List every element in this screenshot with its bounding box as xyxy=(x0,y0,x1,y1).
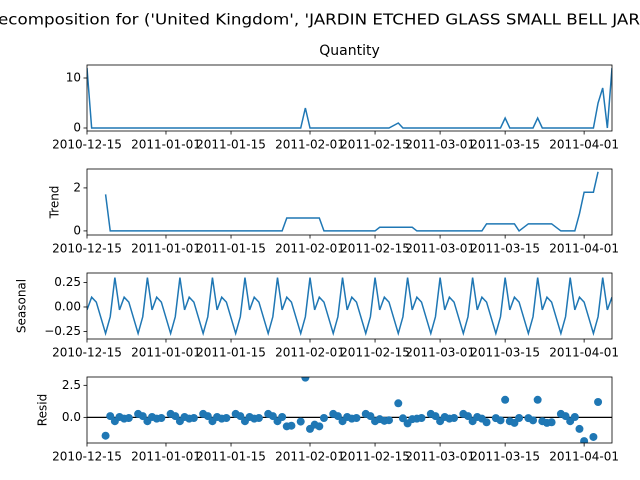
x-tick-label: 2011-03-01 xyxy=(405,346,475,360)
resid-point xyxy=(394,399,403,408)
resid-point xyxy=(315,422,324,431)
resid-point xyxy=(547,418,556,427)
resid-point xyxy=(575,424,584,433)
x-tick-label: 2011-03-15 xyxy=(470,450,540,464)
resid-point xyxy=(296,417,305,426)
x-tick-label: 2011-03-15 xyxy=(470,346,540,360)
x-tick-label: 2011-01-01 xyxy=(131,138,201,152)
y-tick-label: 0.25 xyxy=(54,275,81,289)
x-tick-label: 2011-01-15 xyxy=(196,242,266,256)
resid-point xyxy=(561,412,570,421)
x-tick-label: 2011-01-01 xyxy=(131,242,201,256)
resid-point xyxy=(236,412,245,421)
x-tick-label: 2010-12-15 xyxy=(52,346,122,360)
resid-point xyxy=(106,412,115,421)
resid-point xyxy=(496,416,505,425)
y-tick-label: 0.0 xyxy=(62,410,81,424)
resid-point xyxy=(254,414,263,423)
resid-point xyxy=(482,418,491,427)
resid-point xyxy=(138,412,147,421)
y-tick-label: 10 xyxy=(66,71,81,85)
resid-point xyxy=(431,412,440,421)
y-tick-label: 2.5 xyxy=(62,378,81,392)
y-tick-label: 0 xyxy=(73,121,81,135)
x-tick-label: 2011-02-15 xyxy=(340,242,410,256)
x-tick-label: 2011-03-01 xyxy=(405,138,475,152)
resid-point xyxy=(101,431,110,440)
axes-frame xyxy=(86,376,613,444)
resid-point xyxy=(463,412,472,421)
x-tick-label: 2010-12-15 xyxy=(52,450,122,464)
resid-point xyxy=(319,414,328,423)
series-line xyxy=(87,67,612,129)
resid-point xyxy=(570,412,579,421)
resid-point xyxy=(222,414,231,423)
y-tick-label: 0.00 xyxy=(54,299,81,313)
resid-point xyxy=(124,414,133,423)
panel-title: Quantity xyxy=(319,43,380,59)
resid-point xyxy=(157,414,166,423)
x-tick-label: 2010-12-15 xyxy=(52,242,122,256)
resid-point xyxy=(352,414,361,423)
x-tick-label: 2011-02-01 xyxy=(275,346,345,360)
x-tick-label: 2011-04-01 xyxy=(549,346,619,360)
resid-point xyxy=(450,414,459,423)
figure-title: ecomposition for ('United Kingdom', 'JAR… xyxy=(0,11,640,29)
resid-point xyxy=(333,412,342,421)
x-tick-label: 2011-01-01 xyxy=(131,346,201,360)
x-tick-label: 2011-01-15 xyxy=(196,450,266,464)
resid-point xyxy=(594,397,603,406)
resid-point xyxy=(268,412,277,421)
y-axis-label: Resid xyxy=(36,394,50,426)
x-tick-label: 2011-03-01 xyxy=(405,242,475,256)
y-tick-label: −0.25 xyxy=(44,324,81,338)
resid-point xyxy=(189,414,198,423)
y-tick-label: 2 xyxy=(73,180,81,194)
resid-point xyxy=(301,377,310,382)
x-tick-label: 2011-01-15 xyxy=(196,346,266,360)
x-tick-label: 2011-01-01 xyxy=(131,450,201,464)
resid-point xyxy=(501,395,510,404)
y-axis-label: Seasonal xyxy=(15,279,29,333)
resid-point xyxy=(515,414,524,423)
series-line xyxy=(104,171,599,233)
axes-frame xyxy=(86,64,613,132)
x-tick-label: 2011-03-15 xyxy=(470,138,540,152)
resid-point xyxy=(417,414,426,423)
y-axis-label: Trend xyxy=(48,186,62,220)
resid-point xyxy=(398,414,407,423)
resid-point xyxy=(580,437,589,443)
axes-frame xyxy=(86,272,613,340)
x-tick-label: 2011-02-15 xyxy=(340,138,410,152)
x-tick-label: 2011-02-01 xyxy=(275,450,345,464)
resid-point xyxy=(589,432,598,441)
x-tick-label: 2010-12-15 xyxy=(52,138,122,152)
resid-point xyxy=(366,412,375,421)
x-tick-label: 2011-04-01 xyxy=(549,450,619,464)
x-tick-label: 2011-01-15 xyxy=(196,138,266,152)
resid-point xyxy=(529,416,538,425)
y-tick-label: 0 xyxy=(73,223,81,237)
resid-point xyxy=(533,395,542,404)
x-tick-label: 2011-02-15 xyxy=(340,450,410,464)
x-tick-label: 2011-02-01 xyxy=(275,242,345,256)
x-tick-label: 2011-02-01 xyxy=(275,138,345,152)
x-tick-label: 2011-03-15 xyxy=(470,242,540,256)
resid-point xyxy=(203,412,212,421)
x-tick-label: 2011-03-01 xyxy=(405,450,475,464)
resid-point xyxy=(287,421,296,430)
axes-frame xyxy=(86,168,613,236)
resid-point xyxy=(384,416,393,425)
x-tick-label: 2011-02-15 xyxy=(340,346,410,360)
x-tick-label: 2011-04-01 xyxy=(549,242,619,256)
x-tick-label: 2011-04-01 xyxy=(549,138,619,152)
series-line xyxy=(87,277,612,337)
resid-point xyxy=(278,412,287,421)
resid-point xyxy=(171,412,180,421)
